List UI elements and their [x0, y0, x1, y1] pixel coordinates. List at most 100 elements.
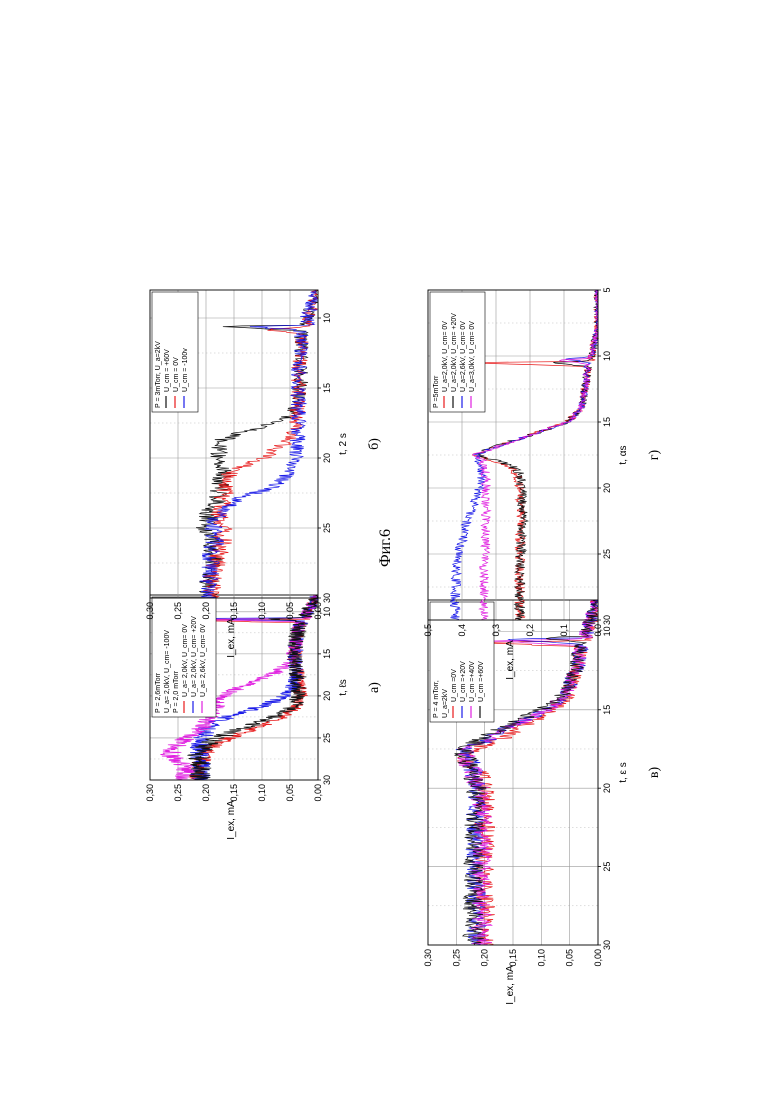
panel-label: в) — [647, 767, 662, 779]
legend-entry: U_a=3,0kV, U_cm= 0V — [469, 321, 476, 392]
v-tick-label: 0,20 — [480, 949, 490, 967]
t-tick-label: 5 — [602, 287, 612, 292]
x-axis-label: t, ℓs — [338, 679, 349, 696]
legend-box — [429, 601, 495, 723]
legend-entry: U_a=2,6kV, U_cm= 0V — [460, 321, 467, 392]
v-tick-label: 0,05 — [285, 602, 295, 620]
series-line-1 — [196, 289, 319, 599]
t-tick-label: 25 — [322, 733, 332, 743]
series-line-2 — [455, 599, 599, 946]
t-tick-label: 30 — [322, 775, 332, 785]
legend-entry: U_a= 2,0kV, U_cm= 0V — [182, 624, 189, 697]
t-tick-label: 10 — [602, 351, 612, 361]
t-tick-label: 15 — [602, 705, 612, 715]
legend-entry: U_a=2,0kV, U_cm= 0V — [442, 321, 449, 392]
v-tick-label: 0,00 — [313, 602, 323, 620]
chart-panel-2: 10 15 20 25 300,00 0,05 0,10 0,15 0,20 0,25 0,30 t,… — [145, 289, 382, 658]
y-axis-label: I_ex, mA — [505, 640, 516, 680]
t-tick-label: 30 — [602, 615, 612, 625]
chart-panel-1: 10152025300,000,050,100,150,200,250,30t,… — [145, 594, 382, 840]
t-tick-label: 30 — [602, 940, 612, 950]
v-tick-label: 0,30 — [145, 602, 155, 620]
legend-box — [151, 596, 217, 718]
y-axis-label: I_ex, mA — [226, 800, 237, 840]
y-axis-label: I_ex, mA — [505, 965, 516, 1005]
legend-entry: U_cm = 0V — [173, 357, 180, 392]
series-line-3 — [199, 289, 319, 599]
v-tick-label: 0,10 — [257, 784, 267, 802]
t-tick-label: 30 — [322, 593, 332, 603]
t-tick-label: 15 — [322, 383, 332, 393]
series-line-4 — [187, 594, 319, 781]
x-axis-label: t, ε s — [618, 762, 629, 783]
v-tick-label: 0,15 — [508, 949, 518, 967]
panel-label: г) — [647, 449, 662, 460]
v-tick-label: 0,2 — [525, 624, 535, 637]
t-tick-label: 20 — [322, 691, 332, 701]
v-tick-label: 0,25 — [173, 602, 183, 620]
v-tick-label: 0,30 — [423, 949, 433, 967]
plot-frame — [427, 599, 599, 946]
chart-panel-3: 10152025300,000,050,100,150,200,250,30t,… — [423, 599, 662, 1005]
legend-entry: U_a= 2,0kV, U_cm= +20V — [191, 616, 198, 697]
v-tick-label: 0,10 — [536, 949, 546, 967]
series-line-3 — [160, 594, 319, 781]
t-tick-label: 25 — [602, 862, 612, 872]
t-tick-label: 10 — [322, 607, 332, 617]
t-tick-label: 25 — [602, 549, 612, 559]
legend-entry: U_cm =+40V — [469, 661, 476, 702]
legend-box — [429, 291, 486, 413]
t-tick-label: 25 — [322, 523, 332, 533]
v-tick-label: 0,05 — [565, 949, 575, 967]
legend-header: U_a= 2,0kV, U_cm= -100V — [164, 630, 171, 713]
v-tick-label: 0,05 — [285, 784, 295, 802]
legend-header: P = 4 mTorr, — [433, 680, 440, 718]
x-axis-label: t, αs — [618, 445, 629, 464]
v-tick-label: 0,15 — [229, 602, 239, 620]
legend-entry: U_a=2,0kV, U_cm= +20V — [451, 313, 458, 392]
series-line-2 — [203, 289, 319, 599]
legend-box — [151, 291, 199, 413]
legend-entry: U_cm = +60V — [164, 349, 171, 392]
v-tick-label: 0,15 — [229, 784, 239, 802]
series-line-3 — [456, 599, 599, 946]
v-tick-label: 0,10 — [257, 602, 267, 620]
panel-label: б) — [367, 438, 382, 450]
legend-entry: U_cm = -100v — [182, 348, 189, 392]
figure-caption: Фиг.6 — [377, 529, 394, 567]
v-tick-label: 0,1 — [559, 624, 569, 637]
t-tick-label: 10 — [602, 626, 612, 636]
chart-panel-4: 5 10 15 20 25 300,0 0,1 0,2 0,3 0,4 0,5 t, αs I_ex, … — [423, 287, 662, 679]
v-tick-label: 0,0 — [593, 624, 603, 637]
plot-frame — [427, 289, 599, 621]
t-tick-label: 20 — [602, 483, 612, 493]
t-tick-label: 15 — [322, 649, 332, 659]
v-tick-label: 0,3 — [491, 624, 501, 637]
v-tick-label: 0,25 — [451, 949, 461, 967]
series-line-2 — [477, 289, 599, 621]
panel-label: а) — [367, 682, 382, 693]
series-line-1 — [471, 289, 600, 620]
x-axis-label: t, 2 s — [338, 433, 349, 455]
legend-entry: U_cm =0V — [451, 669, 458, 702]
legend-header: P =5mTorr — [433, 375, 440, 408]
t-tick-label: 15 — [602, 417, 612, 427]
y-axis-label: I_ex, mA — [226, 618, 237, 658]
legend-entry: U_cm =+20V — [460, 661, 467, 702]
legend-entry: U_a= 2,6kV, U_cm= 0V — [200, 624, 207, 697]
v-tick-label: 0,5 — [423, 624, 433, 637]
legend-header: U_a=2kV — [442, 689, 449, 718]
v-tick-label: 0,25 — [173, 784, 183, 802]
series-line-4 — [472, 289, 599, 621]
v-tick-label: 0,30 — [145, 784, 155, 802]
t-tick-label: 10 — [322, 313, 332, 323]
t-tick-label: 20 — [602, 783, 612, 793]
t-tick-label: 20 — [322, 453, 332, 463]
legend-header: P = 2,6mTorr — [155, 672, 162, 713]
legend-header: P = 3mTorr, U_a=2kV — [155, 341, 162, 408]
series-line-4 — [454, 599, 599, 946]
plot-frame — [149, 289, 319, 599]
v-tick-label: 0,20 — [201, 602, 211, 620]
